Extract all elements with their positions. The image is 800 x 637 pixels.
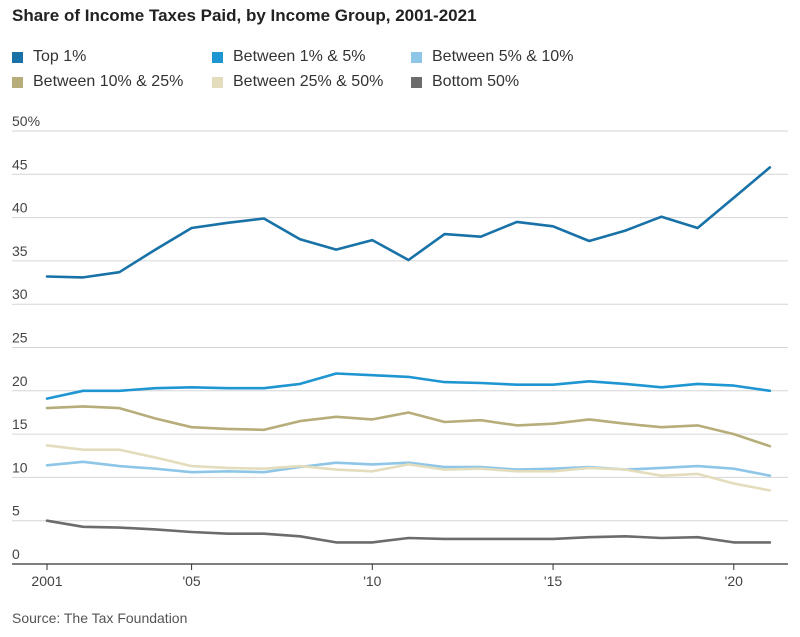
legend-swatch — [411, 51, 422, 63]
y-tick-label: 20 — [12, 373, 28, 389]
y-tick-label: 10 — [12, 459, 28, 475]
legend-item-bottom-50: Bottom 50% — [411, 71, 519, 93]
y-tick-label: 35 — [12, 243, 28, 259]
x-tick-label: '05 — [182, 573, 200, 589]
legend-item-between-5-10: Between 5% & 10% — [411, 46, 573, 68]
y-tick-label: 50% — [12, 113, 40, 129]
series-line-0 — [45, 166, 772, 279]
series-lines — [45, 166, 772, 544]
x-tick-label: '10 — [363, 573, 381, 589]
legend-item-between-25-50: Between 25% & 50% — [212, 71, 383, 93]
x-tick-label: '15 — [544, 573, 562, 589]
legend-label: Between 10% & 25% — [33, 73, 184, 90]
axes: 0 5 10 15 20 25 30 35 40 45 50% 2001 '05 '10 '15 '20 — [12, 113, 788, 589]
legend-swatch — [411, 76, 422, 88]
series-line-3 — [45, 405, 772, 448]
y-tick-label: 5 — [12, 503, 20, 519]
legend-swatch — [212, 51, 223, 63]
series-line-1 — [45, 372, 772, 400]
y-tick-label: 0 — [12, 546, 20, 562]
source-note: Source: The Tax Foundation — [12, 610, 188, 626]
series-line-2 — [45, 460, 772, 478]
legend-swatch — [12, 51, 23, 63]
legend-label: Between 5% & 10% — [432, 48, 574, 65]
x-tick-label: '20 — [725, 573, 743, 589]
legend: Top 1% Between 1% & 5% Between 5% & 10% … — [12, 46, 792, 96]
legend-label: Top 1% — [33, 48, 87, 65]
legend-item-between-10-25: Between 10% & 25% — [12, 71, 183, 93]
legend-label: Bottom 50% — [432, 73, 520, 90]
legend-item-between-1-5: Between 1% & 5% — [212, 46, 366, 68]
y-tick-label: 30 — [12, 286, 28, 302]
chart-title: Share of Income Taxes Paid, by Income Gr… — [12, 6, 477, 25]
x-tick-label: 2001 — [31, 573, 62, 589]
y-tick-label: 15 — [12, 416, 28, 432]
legend-label: Between 1% & 5% — [233, 48, 366, 65]
y-tick-label: 25 — [12, 330, 28, 346]
series-line-4 — [45, 444, 772, 492]
y-tick-label: 45 — [12, 156, 28, 172]
legend-item-top-1: Top 1% — [12, 46, 86, 68]
legend-label: Between 25% & 50% — [233, 73, 384, 90]
y-tick-label: 40 — [12, 200, 28, 216]
series-line-5 — [45, 519, 772, 544]
legend-swatch — [212, 76, 223, 88]
legend-swatch — [12, 76, 23, 88]
